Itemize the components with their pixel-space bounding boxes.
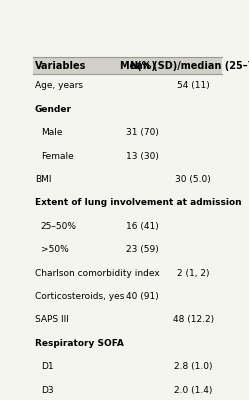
Text: 16 (41): 16 (41) <box>126 222 158 231</box>
Text: Gender: Gender <box>35 105 72 114</box>
Text: Variables: Variables <box>35 61 86 71</box>
Text: Age, years: Age, years <box>35 81 83 90</box>
Text: D3: D3 <box>41 386 53 395</box>
Text: N(%): N(%) <box>129 61 156 71</box>
Text: Mean (SD)/median (25–75): Mean (SD)/median (25–75) <box>121 61 249 71</box>
Text: 54 (11): 54 (11) <box>177 81 210 90</box>
Text: Corticosteroids, yes: Corticosteroids, yes <box>35 292 124 301</box>
Text: 31 (70): 31 (70) <box>126 128 159 137</box>
Text: 2.8 (1.0): 2.8 (1.0) <box>174 362 212 371</box>
Text: >50%: >50% <box>41 245 68 254</box>
Text: Female: Female <box>41 152 73 161</box>
Text: 2 (1, 2): 2 (1, 2) <box>177 269 209 278</box>
Text: 40 (91): 40 (91) <box>126 292 158 301</box>
Text: 13 (30): 13 (30) <box>126 152 159 161</box>
Text: 2.0 (1.4): 2.0 (1.4) <box>174 386 212 395</box>
FancyBboxPatch shape <box>33 57 222 74</box>
Text: Charlson comorbidity index: Charlson comorbidity index <box>35 269 160 278</box>
Text: 25–50%: 25–50% <box>41 222 77 231</box>
Text: Respiratory SOFA: Respiratory SOFA <box>35 339 124 348</box>
Text: BMI: BMI <box>35 175 52 184</box>
Text: Male: Male <box>41 128 62 137</box>
Text: 30 (5.0): 30 (5.0) <box>175 175 211 184</box>
Text: Extent of lung involvement at admission: Extent of lung involvement at admission <box>35 198 242 208</box>
Text: 48 (12.2): 48 (12.2) <box>173 316 214 324</box>
Text: D1: D1 <box>41 362 53 371</box>
Text: SAPS III: SAPS III <box>35 316 69 324</box>
Text: 23 (59): 23 (59) <box>126 245 158 254</box>
